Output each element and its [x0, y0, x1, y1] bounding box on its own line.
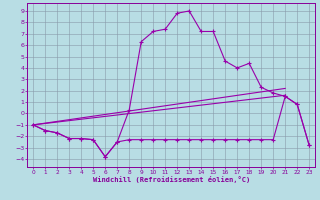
X-axis label: Windchill (Refroidissement éolien,°C): Windchill (Refroidissement éolien,°C) [92, 176, 250, 183]
